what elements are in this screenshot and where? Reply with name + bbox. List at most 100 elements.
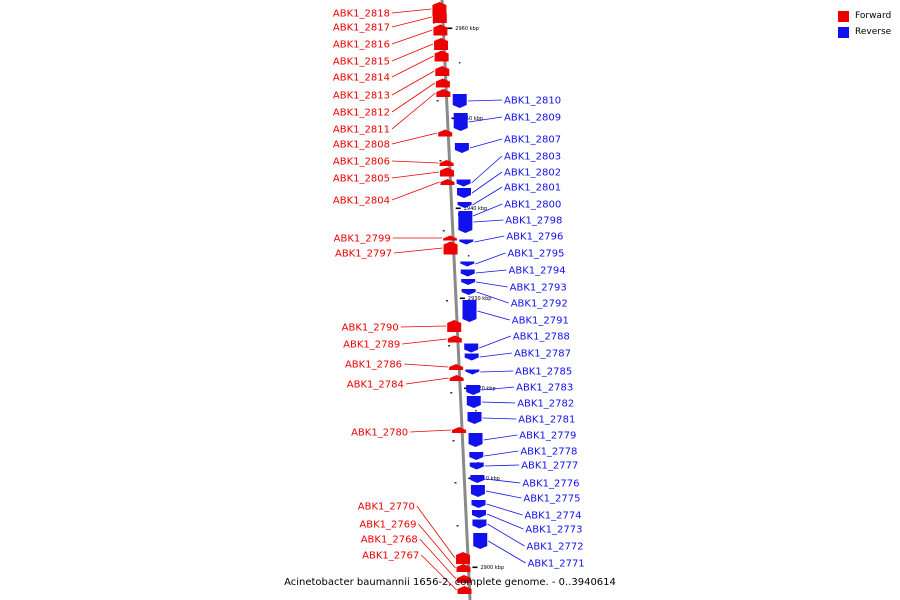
forward-gene-block — [433, 24, 448, 36]
reverse-gene-label: ABK1_2782 — [517, 399, 574, 410]
forward-gene-connector — [419, 538, 457, 580]
forward-gene-label: ABK1_2789 — [343, 340, 400, 351]
forward-gene-block — [440, 179, 455, 185]
reverse-gene-label: ABK1_2807 — [504, 135, 561, 146]
reverse-gene-connector — [486, 503, 523, 516]
reverse-gene-label: ABK1_2776 — [522, 479, 579, 490]
forward-gene-label: ABK1_2816 — [333, 40, 390, 51]
reverse-gene-connector — [472, 203, 503, 217]
forward-gene-block — [432, 11, 447, 23]
reverse-gene-block — [468, 433, 483, 447]
reverse-gene-label: ABK1_2774 — [524, 511, 581, 522]
forward-gene-connector — [391, 8, 432, 14]
forward-gene-label: ABK1_2770 — [358, 502, 415, 513]
reverse-gene-block — [460, 269, 475, 277]
forward-gene-block — [436, 89, 451, 97]
axis-dash — [475, 410, 477, 412]
forward-gene-connector — [391, 70, 435, 96]
reverse-gene-block — [470, 485, 485, 497]
reverse-gene-block — [471, 510, 486, 518]
reverse-gene-label: ABK1_2809 — [504, 113, 561, 124]
forward-gene-block — [435, 66, 450, 76]
reverse-gene-block — [470, 475, 485, 483]
forward-gene-connector — [391, 82, 436, 113]
forward-gene-label: ABK1_2784 — [347, 380, 404, 391]
reverse-gene-label: ABK1_2798 — [505, 216, 562, 227]
reverse-gene-connector — [485, 490, 522, 499]
reverse-gene-connector — [472, 186, 503, 206]
scale-label: 2900 kbp — [480, 565, 504, 571]
reverse-gene-block — [459, 239, 474, 245]
legend-forward: Forward — [838, 8, 891, 24]
reverse-gene-block — [464, 353, 479, 361]
reverse-gene-connector — [483, 434, 518, 441]
reverse-gene-connector — [467, 99, 503, 102]
reverse-gene-block — [452, 94, 467, 108]
axis-dash — [442, 230, 445, 232]
forward-gene-block — [456, 552, 471, 564]
forward-gene-label: ABK1_2817 — [333, 23, 390, 34]
reverse-gene-connector — [485, 478, 521, 484]
scale-label: 2930 kbp — [468, 296, 492, 302]
forward-gene-label: ABK1_2811 — [333, 125, 390, 136]
forward-gene-label: ABK1_2808 — [333, 140, 390, 151]
forward-gene-block — [439, 160, 454, 166]
forward-gene-connector — [404, 363, 449, 368]
forward-gene-label: ABK1_2813 — [333, 91, 390, 102]
forward-gene-connector — [416, 505, 456, 559]
scale-tick — [455, 207, 461, 210]
scale-tick — [447, 27, 453, 30]
reverse-gene-block — [464, 343, 479, 353]
forward-gene-block — [438, 129, 453, 137]
reverse-gene-block — [467, 412, 482, 424]
reverse-gene-connector — [473, 219, 504, 223]
reverse-gene-label: ABK1_2777 — [521, 461, 578, 472]
reverse-swatch — [838, 26, 849, 38]
forward-gene-connector — [391, 55, 434, 78]
reverse-gene-label: ABK1_2783 — [516, 383, 573, 394]
reverse-label: Reverse — [855, 27, 892, 37]
reverse-gene-connector — [474, 235, 505, 243]
scale-label: 2920 kbp — [472, 386, 496, 392]
reverse-gene-block — [457, 188, 472, 198]
scale-tick — [472, 566, 478, 569]
reverse-gene-block — [453, 113, 468, 131]
reverse-gene-label: ABK1_2801 — [504, 183, 561, 194]
reverse-gene-label: ABK1_2794 — [509, 266, 566, 277]
reverse-gene-label: ABK1_2795 — [507, 249, 564, 260]
forward-gene-block — [456, 564, 471, 572]
reverse-gene-block — [473, 533, 488, 549]
reverse-gene-connector — [482, 417, 517, 420]
forward-gene-connector — [420, 554, 457, 591]
reverse-gene-block — [469, 452, 484, 460]
reverse-gene-label: ABK1_2778 — [520, 447, 577, 458]
reverse-gene-block — [458, 211, 473, 233]
axis-dash — [452, 440, 455, 442]
reverse-gene-connector — [475, 252, 506, 265]
forward-gene-connector — [400, 325, 447, 328]
scale-label: 2950 kbp — [460, 116, 484, 122]
forward-gene-connector — [391, 132, 438, 145]
axis-dash — [456, 525, 459, 527]
forward-gene-connector — [410, 429, 452, 433]
reverse-gene-label: ABK1_2775 — [523, 494, 580, 505]
reverse-gene-label: ABK1_2791 — [512, 316, 569, 327]
reverse-gene-label: ABK1_2796 — [506, 232, 563, 243]
reverse-gene-label: ABK1_2802 — [504, 168, 561, 179]
forward-gene-block — [443, 235, 458, 241]
reverse-gene-connector — [475, 269, 507, 274]
reverse-gene-connector — [469, 138, 503, 149]
reverse-gene-label: ABK1_2810 — [504, 96, 561, 107]
forward-gene-block — [449, 375, 464, 381]
reverse-gene-block — [471, 500, 486, 508]
reverse-gene-label: ABK1_2787 — [514, 349, 571, 360]
reverse-gene-connector — [476, 281, 508, 288]
forward-label: Forward — [855, 11, 892, 21]
reverse-gene-label: ABK1_2785 — [515, 367, 572, 378]
forward-gene-label: ABK1_2786 — [345, 360, 402, 371]
forward-gene-label: ABK1_2768 — [361, 535, 418, 546]
axis-dash — [439, 160, 442, 162]
forward-gene-label: ABK1_2804 — [333, 196, 390, 207]
reverse-gene-connector — [468, 116, 503, 123]
